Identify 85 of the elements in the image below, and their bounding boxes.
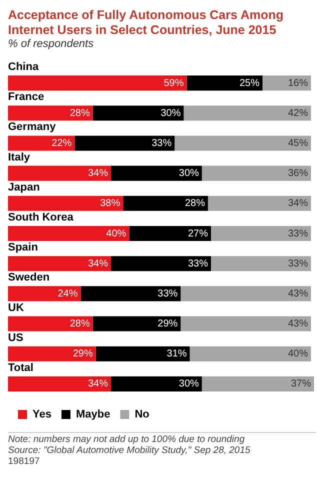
data-label: 59% bbox=[164, 78, 184, 89]
data-label: 34% bbox=[88, 258, 108, 270]
data-label: 45% bbox=[288, 138, 308, 149]
bar bbox=[8, 346, 96, 362]
data-label: 36% bbox=[288, 168, 308, 180]
bar bbox=[180, 286, 311, 302]
bar bbox=[8, 256, 112, 272]
y-tick-label: Germany bbox=[8, 121, 57, 134]
data-label: 38% bbox=[100, 198, 120, 210]
bar bbox=[8, 106, 93, 121]
chart-title: Acceptance of Fully Autonomous Cars Among Internet Users in Select Countries, June 2015 bbox=[8, 8, 284, 38]
data-label: 29% bbox=[158, 318, 178, 330]
data-label: 33% bbox=[188, 258, 208, 270]
data-label: 40% bbox=[106, 228, 126, 240]
y-tick-label: Italy bbox=[8, 151, 31, 164]
source-note: Source: "Global Automotive Mobility Study," Sep 28, 2015 bbox=[8, 445, 252, 456]
bar bbox=[190, 346, 311, 362]
data-label: 42% bbox=[288, 108, 308, 119]
bar bbox=[186, 76, 262, 91]
data-label: 27% bbox=[188, 228, 208, 240]
data-label: 34% bbox=[88, 378, 108, 390]
data-label: 34% bbox=[88, 168, 108, 180]
data-label: 33% bbox=[152, 138, 172, 149]
data-label: 25% bbox=[239, 78, 260, 89]
bar bbox=[74, 136, 175, 151]
data-label: 24% bbox=[58, 288, 78, 300]
data-label: 28% bbox=[70, 108, 90, 119]
y-tick-label: Sweden bbox=[8, 272, 50, 284]
bar bbox=[96, 346, 190, 362]
data-label: 43% bbox=[288, 318, 308, 330]
y-tick-label: South Korea bbox=[8, 212, 74, 224]
bar bbox=[180, 316, 311, 332]
data-label: 29% bbox=[72, 348, 93, 360]
data-label: 30% bbox=[178, 168, 200, 180]
bar bbox=[92, 106, 184, 121]
bar bbox=[111, 166, 202, 181]
bar bbox=[8, 166, 112, 181]
data-label: 28% bbox=[184, 198, 206, 210]
y-tick-label: Japan bbox=[8, 181, 40, 194]
data-label: 43% bbox=[288, 288, 308, 300]
bar bbox=[8, 196, 124, 211]
y-tick-label: France bbox=[8, 91, 44, 104]
data-label: 33% bbox=[158, 288, 178, 300]
bar bbox=[8, 76, 187, 91]
bar bbox=[111, 256, 211, 272]
bar bbox=[202, 376, 314, 392]
bar bbox=[80, 286, 181, 302]
bar bbox=[8, 316, 93, 332]
bar bbox=[92, 316, 181, 332]
bar bbox=[8, 376, 112, 392]
data-label: 30% bbox=[160, 108, 181, 119]
text: 198197 bbox=[8, 456, 41, 467]
bar bbox=[8, 226, 130, 242]
bar bbox=[262, 76, 311, 91]
bar bbox=[8, 286, 81, 302]
data-label: 31% bbox=[166, 348, 187, 360]
bar bbox=[210, 226, 311, 242]
bar bbox=[208, 196, 311, 211]
bar bbox=[202, 166, 311, 181]
y-tick-label: US bbox=[8, 332, 24, 344]
bar bbox=[111, 376, 202, 392]
data-label: 33% bbox=[288, 228, 308, 240]
y-tick-label: UK bbox=[8, 302, 24, 314]
bar bbox=[123, 196, 208, 211]
data-label: 37% bbox=[290, 378, 312, 390]
legend-label: Maybe bbox=[76, 408, 110, 421]
data-label: 33% bbox=[288, 258, 308, 270]
bar bbox=[174, 136, 311, 151]
bar bbox=[129, 226, 211, 242]
y-tick-label: Total bbox=[8, 362, 34, 374]
y-tick-label: Spain bbox=[8, 242, 38, 254]
data-label: 22% bbox=[52, 138, 72, 149]
data-label: 40% bbox=[288, 348, 308, 360]
y-tick-label: China bbox=[8, 61, 40, 74]
chart-subtitle: % of respondents bbox=[8, 38, 95, 50]
bar bbox=[8, 136, 75, 151]
data-label: 28% bbox=[70, 318, 90, 330]
legend-label: Yes bbox=[32, 408, 52, 421]
data-label: 34% bbox=[288, 198, 308, 210]
bar bbox=[184, 106, 311, 121]
legend-label: No bbox=[134, 408, 150, 421]
bar bbox=[210, 256, 311, 272]
text: Note: numbers may not add up to 100% due to rounding bbox=[8, 434, 246, 445]
data-label: 30% bbox=[178, 378, 200, 390]
data-label: 16% bbox=[288, 78, 308, 89]
